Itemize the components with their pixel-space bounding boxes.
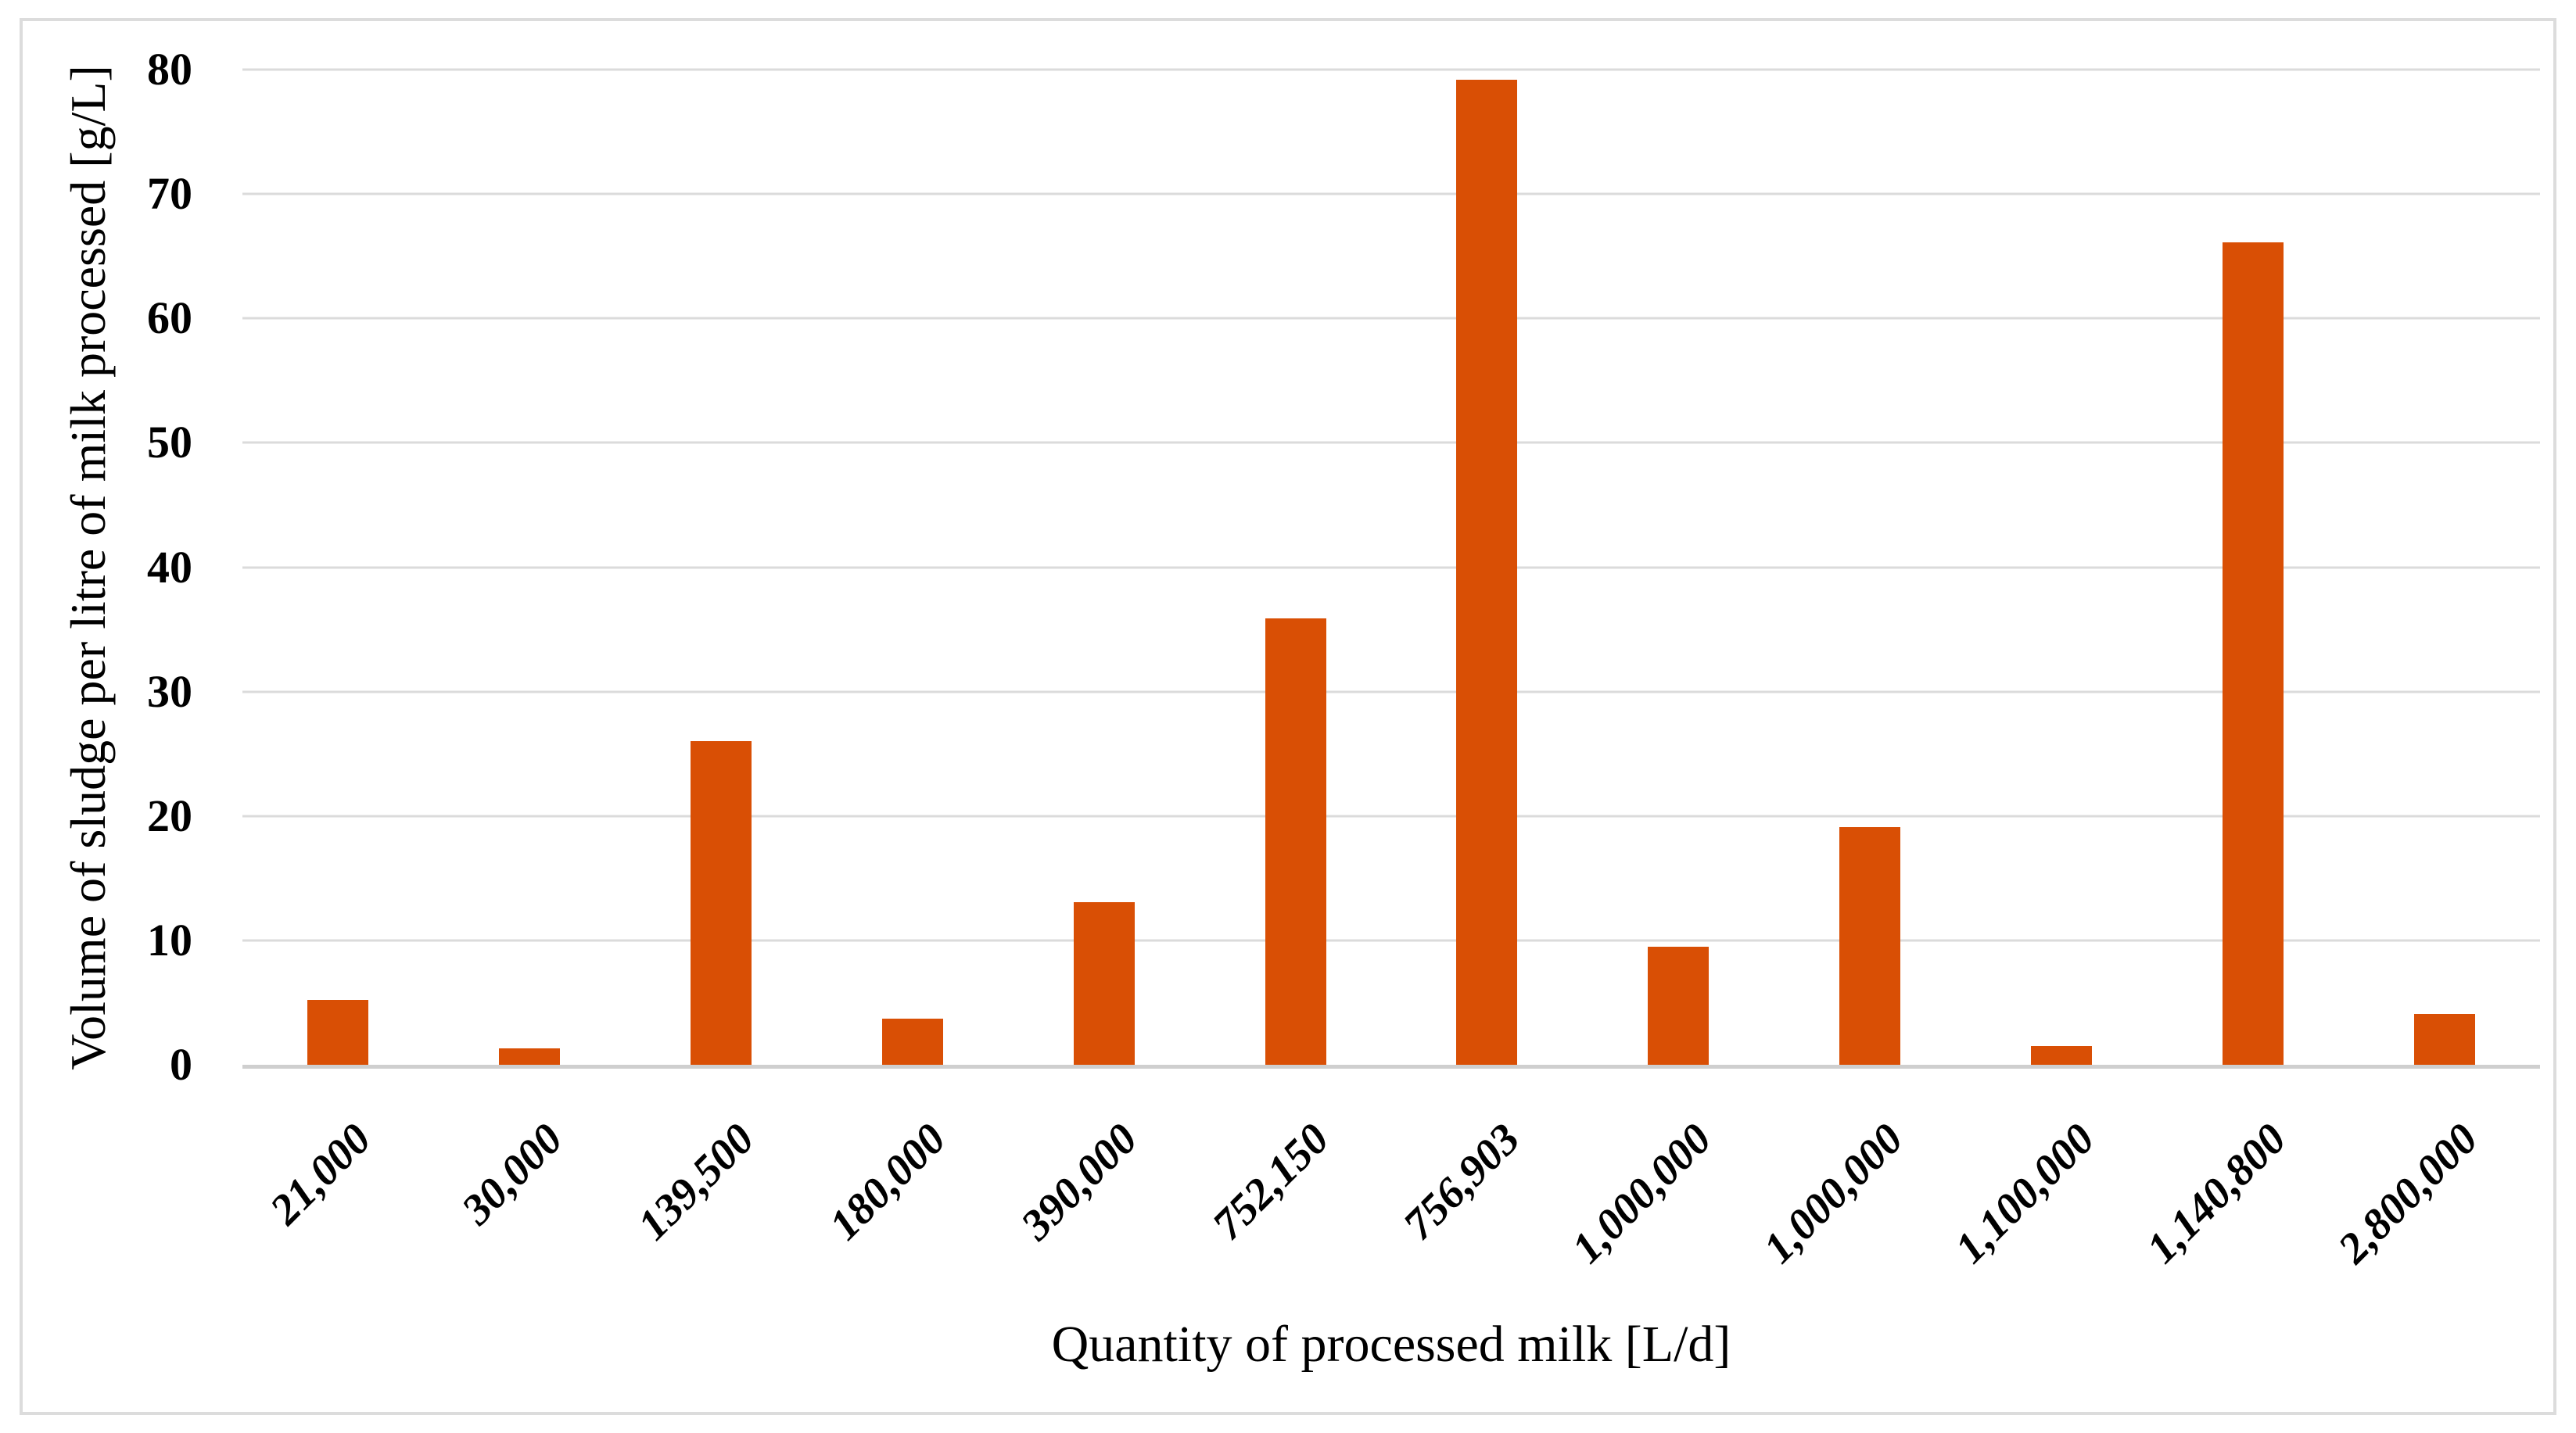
gridline <box>242 939 2540 942</box>
y-tick-label: 10 <box>147 914 192 965</box>
bar <box>2413 1013 2475 1065</box>
gridline <box>242 441 2540 444</box>
bar <box>881 1019 943 1065</box>
bar-series <box>242 70 2540 1065</box>
bar <box>1839 827 1901 1065</box>
y-tick-label: 0 <box>170 1039 192 1090</box>
y-tick-label: 20 <box>147 790 192 841</box>
x-axis-title: Quantity of processed milk [L/d] <box>1051 1316 1731 1373</box>
bar <box>1456 79 1518 1065</box>
y-tick-label: 70 <box>147 168 192 220</box>
bar <box>1648 946 1710 1065</box>
y-tick-label: 60 <box>147 292 192 344</box>
category-slot <box>242 70 434 1065</box>
bar <box>691 741 752 1065</box>
plot-area <box>242 68 2540 1069</box>
category-slot <box>1391 70 1583 1065</box>
bar <box>1073 901 1135 1065</box>
gridline <box>242 815 2540 818</box>
gridline <box>242 566 2540 568</box>
category-slot <box>1965 70 2157 1065</box>
bar <box>1265 618 1326 1065</box>
bar <box>307 1000 369 1065</box>
y-tick-label: 30 <box>147 665 192 717</box>
gridline <box>242 192 2540 195</box>
category-slot <box>1583 70 1774 1065</box>
gridline <box>242 317 2540 320</box>
gridline <box>242 68 2540 71</box>
category-slot <box>1200 70 1391 1065</box>
category-slot <box>816 70 1008 1065</box>
bar <box>499 1048 561 1065</box>
category-slot <box>1774 70 1966 1065</box>
category-slot <box>626 70 817 1065</box>
y-tick-label: 50 <box>147 417 192 468</box>
category-slot <box>434 70 626 1065</box>
category-slot <box>1008 70 1200 1065</box>
y-tick-label: 80 <box>147 44 192 95</box>
bar <box>2222 242 2284 1065</box>
category-slot <box>2348 70 2540 1065</box>
y-tick-label: 40 <box>147 541 192 593</box>
gridline <box>242 690 2540 693</box>
category-slot <box>2157 70 2348 1065</box>
bar <box>2030 1046 2092 1065</box>
